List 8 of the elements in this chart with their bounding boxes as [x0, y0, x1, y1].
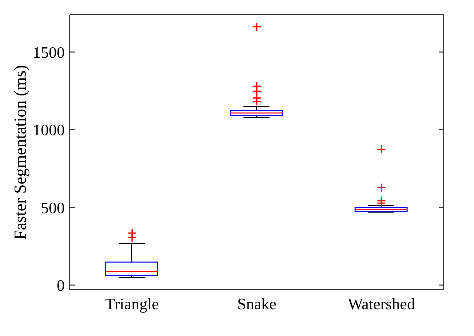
y-tick-label: 1500	[33, 44, 65, 62]
x-tick-label: Triangle	[106, 296, 160, 314]
x-tick-label: Watershed	[348, 296, 416, 314]
y-axis-title: Faster Segmentation (ms)	[11, 65, 30, 240]
y-tick-label: 500	[41, 200, 65, 218]
y-tick-label: 0	[57, 278, 65, 296]
y-tick-label: 1000	[33, 122, 65, 140]
x-tick-label: Snake	[237, 296, 277, 314]
